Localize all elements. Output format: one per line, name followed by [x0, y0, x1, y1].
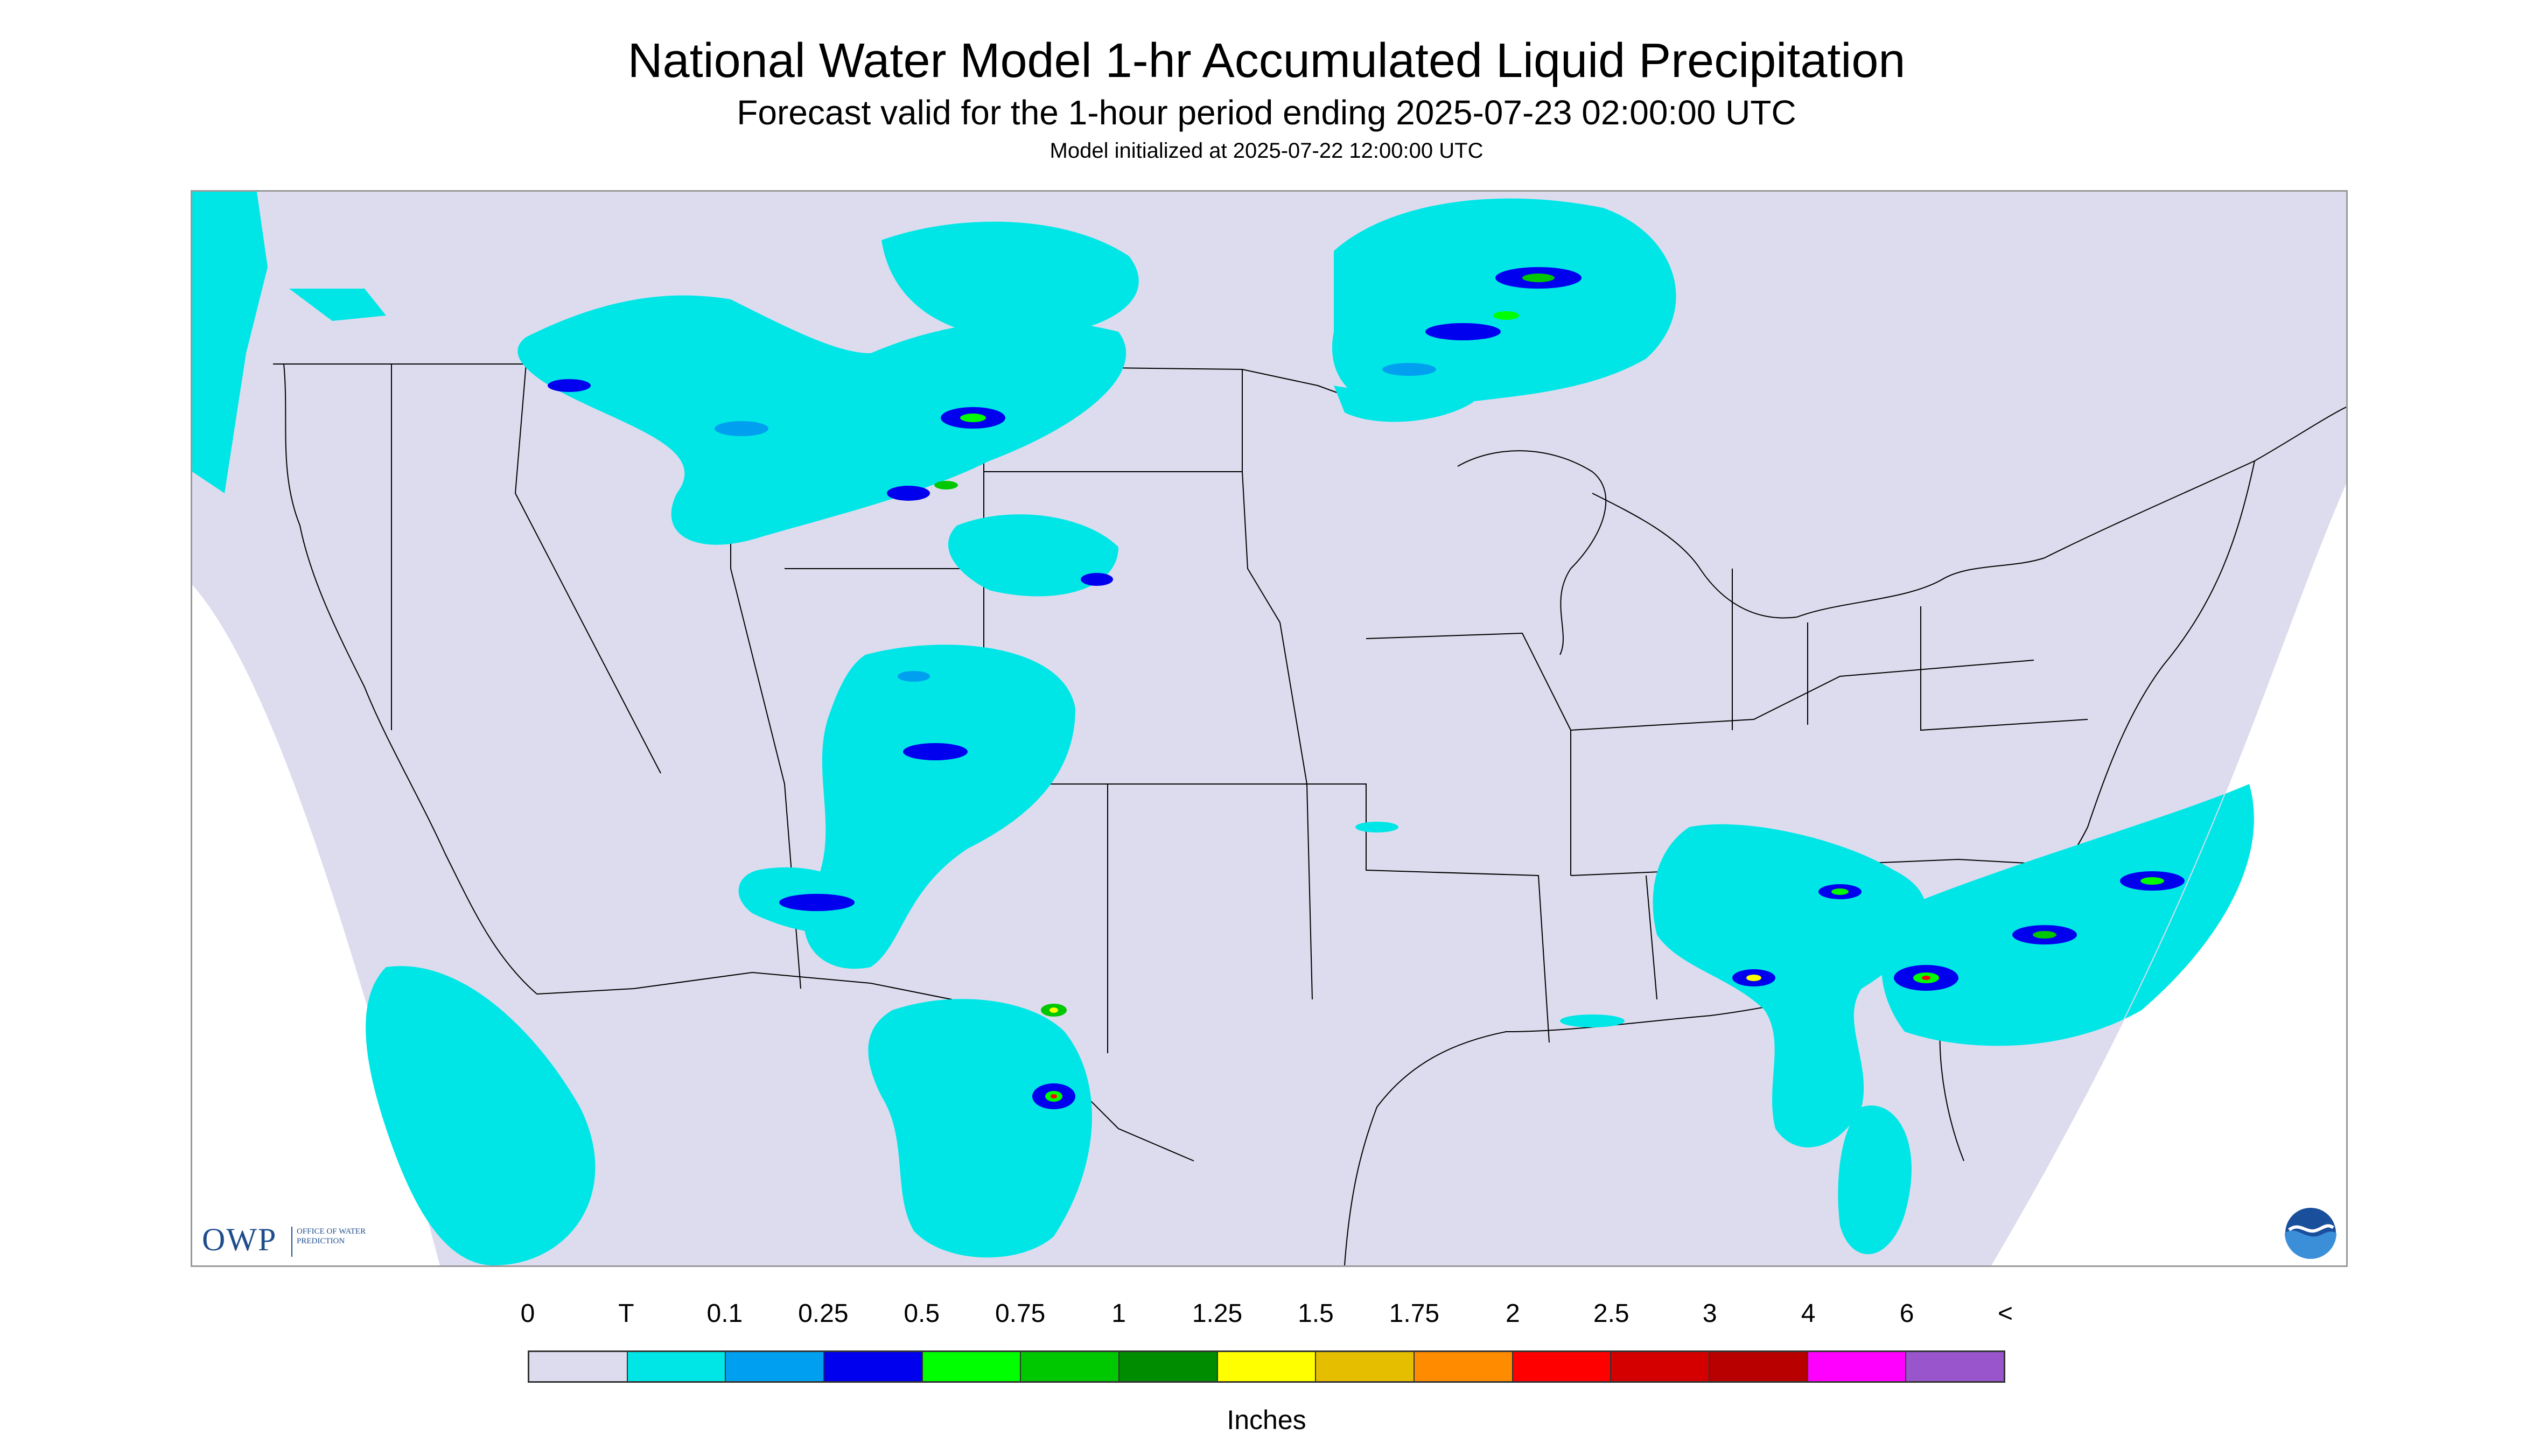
- legend-swatch: [1513, 1352, 1612, 1381]
- owp-logo-letters: OWP: [202, 1222, 277, 1257]
- legend-label: 2.5: [1593, 1299, 1629, 1328]
- legend-label: 0.5: [904, 1299, 940, 1328]
- legend-label: <: [1997, 1299, 2013, 1328]
- precipitation-map: [192, 192, 2346, 1265]
- owp-logo: OWP OFFICE OF WATER PREDICTION: [202, 1221, 380, 1264]
- legend-swatch: [1415, 1352, 1513, 1381]
- legend-label: 3: [1702, 1299, 1717, 1328]
- owp-logo-divider: [291, 1227, 292, 1257]
- legend-label: 1.25: [1192, 1299, 1243, 1328]
- legend-units: Inches: [1227, 1405, 1306, 1435]
- legend-color-bar: [528, 1350, 2005, 1383]
- legend-swatch: [1217, 1352, 1317, 1381]
- legend-swatch: [1316, 1352, 1415, 1381]
- map-title: National Water Model 1-hr Accumulated Li…: [627, 34, 1906, 88]
- legend-swatch: [1021, 1352, 1120, 1381]
- legend-labels: 0 T 0.1 0.25 0.5 0.75 1 1.25 1.5 1.75 2 2.5 3 4 6 <: [0, 1299, 2533, 1331]
- legend-swatch: [1710, 1352, 1808, 1381]
- legend-swatch: [529, 1352, 628, 1381]
- legend-label: 4: [1801, 1299, 1816, 1328]
- legend-swatch: [1808, 1352, 1907, 1381]
- precipitation-areas: [192, 192, 2254, 1265]
- map-subtitle: Forecast valid for the 1-hour period end…: [737, 93, 1796, 132]
- legend-label: 6: [1899, 1299, 1914, 1328]
- legend-label: 1: [1111, 1299, 1126, 1328]
- legend-swatch: [726, 1352, 825, 1381]
- owp-logo-tagline: OFFICE OF WATER PREDICTION: [297, 1227, 366, 1245]
- legend-label: T: [618, 1299, 634, 1328]
- legend-swatch: [922, 1352, 1021, 1381]
- legend-swatch: [1611, 1352, 1710, 1381]
- legend-label: 1.75: [1389, 1299, 1440, 1328]
- legend-swatch: [824, 1352, 923, 1381]
- map-panel: OWP OFFICE OF WATER PREDICTION: [191, 190, 2348, 1267]
- legend-swatch: [1119, 1352, 1218, 1381]
- legend-label: 2: [1505, 1299, 1520, 1328]
- model-init-text: Model initialized at 2025-07-22 12:00:00…: [1049, 139, 1484, 163]
- noaa-logo-icon: [2284, 1207, 2337, 1259]
- legend-swatch: [627, 1352, 726, 1381]
- legend-label: 0: [520, 1299, 535, 1328]
- domain-edge-east: [1990, 482, 2346, 1265]
- legend-label: 1.5: [1298, 1299, 1334, 1328]
- legend-label: 0.1: [706, 1299, 743, 1328]
- legend-label: 0.75: [995, 1299, 1046, 1328]
- legend-label: 0.25: [798, 1299, 849, 1328]
- legend-swatch: [1906, 1352, 2004, 1381]
